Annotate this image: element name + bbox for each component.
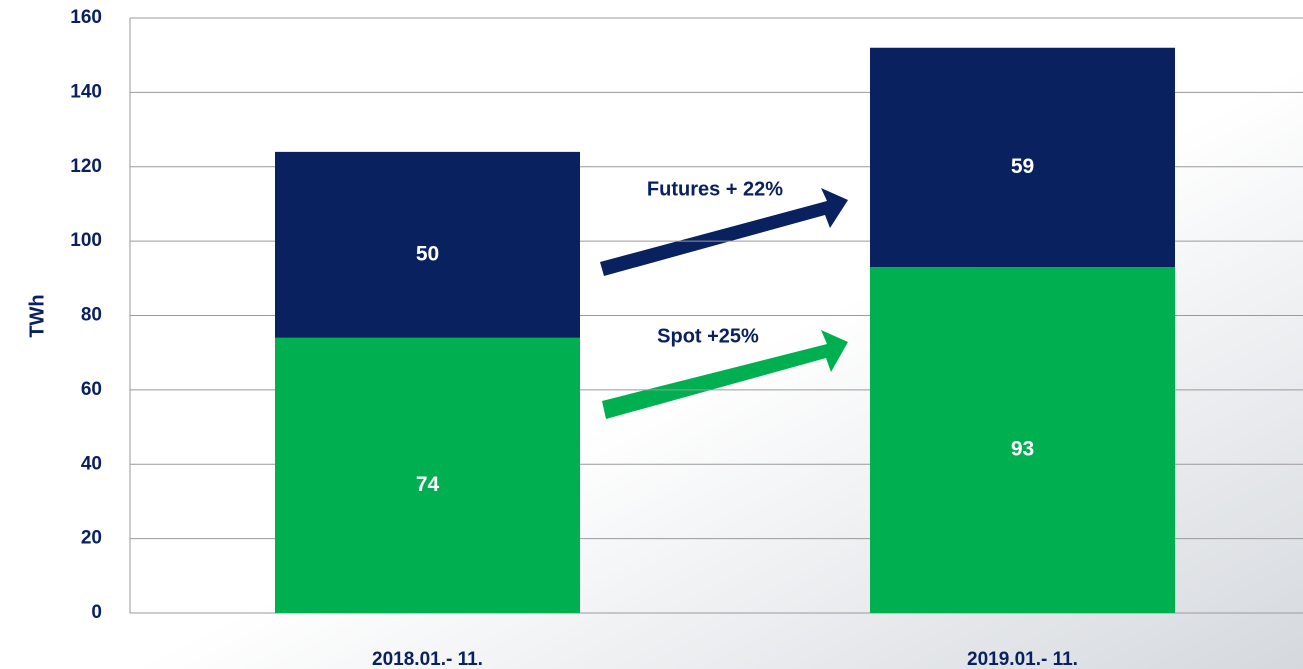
annotation: Futures + 22% xyxy=(647,178,783,200)
y-tick-label: 60 xyxy=(81,379,102,400)
bar-segment xyxy=(870,47,1175,268)
arrow xyxy=(602,330,848,419)
data-label: 74 xyxy=(416,473,440,496)
y-tick-label: 120 xyxy=(70,156,102,177)
y-tick-label: 40 xyxy=(81,453,102,474)
x-tick-label: 2019.01.- 11. xyxy=(967,649,1078,669)
bar-segment xyxy=(275,151,580,338)
y-tick-label: 100 xyxy=(70,230,102,251)
bar-segment xyxy=(275,337,580,613)
y-tick-label: 20 xyxy=(81,528,102,549)
arrow xyxy=(600,188,848,276)
data-label: 50 xyxy=(416,242,439,265)
y-tick-label: 80 xyxy=(81,305,102,326)
plot: 0 20 40 60 80 100 120 140 160 2018.01.- 11. 74 50 20… xyxy=(70,7,1303,669)
y-tick-label: 0 xyxy=(91,602,102,623)
data-label: 93 xyxy=(1011,438,1034,461)
data-label: 59 xyxy=(1011,155,1034,178)
annotation: Spot +25% xyxy=(657,325,759,347)
y-tick-label: 140 xyxy=(70,81,102,102)
y-axis-label: TWh xyxy=(26,294,48,337)
y-tick-label: 160 xyxy=(70,7,102,28)
x-tick-label: 2018.01.- 11. xyxy=(372,649,483,669)
bar-segment xyxy=(870,267,1175,613)
